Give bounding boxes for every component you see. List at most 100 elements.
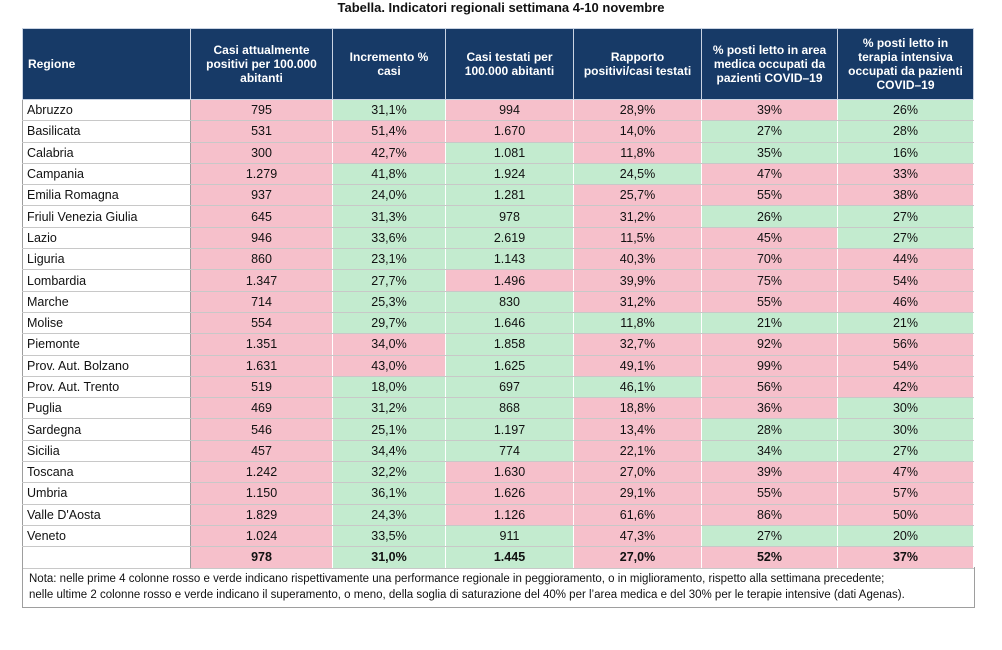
- table-row: Molise 554 29,7% 1.646 11,8% 21% 21%: [22, 311, 974, 335]
- table-row: Veneto 1.024 33,5% 911 47,3% 27% 20%: [22, 524, 974, 548]
- tested-cases-cell: 830: [445, 290, 574, 313]
- region-name-cell: Campania: [22, 162, 191, 186]
- active-cases-cell: 457: [190, 439, 333, 463]
- positivity-ratio-cell: 14,0%: [573, 120, 702, 143]
- positivity-ratio-cell: 11,5%: [573, 226, 702, 250]
- positivity-ratio-cell: 25,7%: [573, 184, 702, 207]
- region-name-cell: Marche: [22, 290, 191, 313]
- active-cases-cell: 531: [190, 120, 333, 143]
- medical-beds-cell: 55%: [701, 184, 838, 207]
- footnote-line-1: Nota: nelle prime 4 colonne rosso e verd…: [29, 573, 885, 585]
- table-body: Abruzzo 795 31,1% 994 28,9% 39% 26% Basilicata 5…: [22, 98, 974, 569]
- icu-beds-cell: 30%: [837, 418, 974, 441]
- icu-beds-cell: 46%: [837, 290, 974, 313]
- case-increase-cell: 33,6%: [332, 226, 446, 250]
- active-cases-cell: 1.347: [190, 269, 333, 292]
- active-cases-cell: 978: [190, 546, 333, 569]
- icu-beds-cell: 42%: [837, 375, 974, 399]
- icu-beds-cell: 47%: [837, 461, 974, 484]
- positivity-ratio-cell: 31,2%: [573, 205, 702, 228]
- active-cases-cell: 519: [190, 375, 333, 399]
- active-cases-cell: 546: [190, 418, 333, 441]
- tested-cases-cell: 1.197: [445, 418, 574, 441]
- region-name-cell: Puglia: [22, 397, 191, 420]
- column-header-positivity-ratio: Rapporto positivi/casi testati: [573, 28, 702, 100]
- tested-cases-cell: 1.626: [445, 482, 574, 505]
- active-cases-cell: 860: [190, 248, 333, 271]
- table-row: Lazio 946 33,6% 2.619 11,5% 45% 27%: [22, 226, 974, 250]
- region-name-cell: Piemonte: [22, 333, 191, 356]
- column-header-region: Regione: [22, 28, 191, 100]
- medical-beds-cell: 70%: [701, 248, 838, 271]
- case-increase-cell: 34,4%: [332, 439, 446, 463]
- medical-beds-cell: 21%: [701, 311, 838, 335]
- medical-beds-cell: 27%: [701, 120, 838, 143]
- case-increase-cell: 36,1%: [332, 482, 446, 505]
- tested-cases-cell: 994: [445, 98, 574, 122]
- tested-cases-cell: 1.143: [445, 248, 574, 271]
- medical-beds-cell: 86%: [701, 503, 838, 526]
- positivity-ratio-cell: 11,8%: [573, 141, 702, 164]
- region-name-cell: Molise: [22, 311, 191, 335]
- icu-beds-cell: 16%: [837, 141, 974, 164]
- icu-beds-cell: 33%: [837, 162, 974, 186]
- tested-cases-cell: 1.670: [445, 120, 574, 143]
- medical-beds-cell: 99%: [701, 354, 838, 377]
- active-cases-cell: 1.150: [190, 482, 333, 505]
- positivity-ratio-cell: 47,3%: [573, 524, 702, 548]
- case-increase-cell: 41,8%: [332, 162, 446, 186]
- table-row: Piemonte 1.351 34,0% 1.858 32,7% 92% 56%: [22, 333, 974, 356]
- positivity-ratio-cell: 61,6%: [573, 503, 702, 526]
- region-name-cell: Prov. Aut. Trento: [22, 375, 191, 399]
- table-row: Emilia Romagna 937 24,0% 1.281 25,7% 55% 38%: [22, 184, 974, 207]
- positivity-ratio-cell: 49,1%: [573, 354, 702, 377]
- icu-beds-cell: 26%: [837, 98, 974, 122]
- medical-beds-cell: 55%: [701, 482, 838, 505]
- icu-beds-cell: 54%: [837, 269, 974, 292]
- table-row: Abruzzo 795 31,1% 994 28,9% 39% 26%: [22, 98, 974, 122]
- region-name-cell: Lazio: [22, 226, 191, 250]
- header-row: Regione Casi attualmente positivi per 10…: [22, 28, 974, 100]
- region-name-cell: Calabria: [22, 141, 191, 164]
- column-header-tested-cases: Casi testati per 100.000 abitanti: [445, 28, 574, 100]
- icu-beds-cell: 50%: [837, 503, 974, 526]
- active-cases-cell: 300: [190, 141, 333, 164]
- positivity-ratio-cell: 31,2%: [573, 290, 702, 313]
- case-increase-cell: 27,7%: [332, 269, 446, 292]
- medical-beds-cell: 34%: [701, 439, 838, 463]
- tested-cases-cell: 1.445: [445, 546, 574, 569]
- icu-beds-cell: 27%: [837, 205, 974, 228]
- tested-cases-cell: 868: [445, 397, 574, 420]
- positivity-ratio-cell: 46,1%: [573, 375, 702, 399]
- icu-beds-cell: 37%: [837, 546, 974, 569]
- medical-beds-cell: 45%: [701, 226, 838, 250]
- table-row: Sardegna 546 25,1% 1.197 13,4% 28% 30%: [22, 418, 974, 441]
- tested-cases-cell: 1.126: [445, 503, 574, 526]
- icu-beds-cell: 28%: [837, 120, 974, 143]
- footnote-line-2: nelle ultime 2 colonne rosso e verde ind…: [29, 589, 905, 601]
- table-row: Marche 714 25,3% 830 31,2% 55% 46%: [22, 290, 974, 313]
- positivity-ratio-cell: 40,3%: [573, 248, 702, 271]
- tested-cases-cell: 1.924: [445, 162, 574, 186]
- positivity-ratio-cell: 13,4%: [573, 418, 702, 441]
- table-row: Umbria 1.150 36,1% 1.626 29,1% 55% 57%: [22, 482, 974, 505]
- positivity-ratio-cell: 24,5%: [573, 162, 702, 186]
- positivity-ratio-cell: 27,0%: [573, 546, 702, 569]
- icu-beds-cell: 44%: [837, 248, 974, 271]
- icu-beds-cell: 54%: [837, 354, 974, 377]
- active-cases-cell: 1.024: [190, 524, 333, 548]
- active-cases-cell: 554: [190, 311, 333, 335]
- table-row: Calabria 300 42,7% 1.081 11,8% 35% 16%: [22, 141, 974, 164]
- medical-beds-cell: 47%: [701, 162, 838, 186]
- region-name-cell: Basilicata: [22, 120, 191, 143]
- region-name-cell: Veneto: [22, 524, 191, 548]
- column-header-icu-beds: % posti letto in terapia intensiva occup…: [837, 28, 974, 100]
- case-increase-cell: 43,0%: [332, 354, 446, 377]
- region-name-cell: Sicilia: [22, 439, 191, 463]
- case-increase-cell: 31,2%: [332, 397, 446, 420]
- case-increase-cell: 31,0%: [332, 546, 446, 569]
- medical-beds-cell: 75%: [701, 269, 838, 292]
- case-increase-cell: 18,0%: [332, 375, 446, 399]
- case-increase-cell: 25,3%: [332, 290, 446, 313]
- medical-beds-cell: 92%: [701, 333, 838, 356]
